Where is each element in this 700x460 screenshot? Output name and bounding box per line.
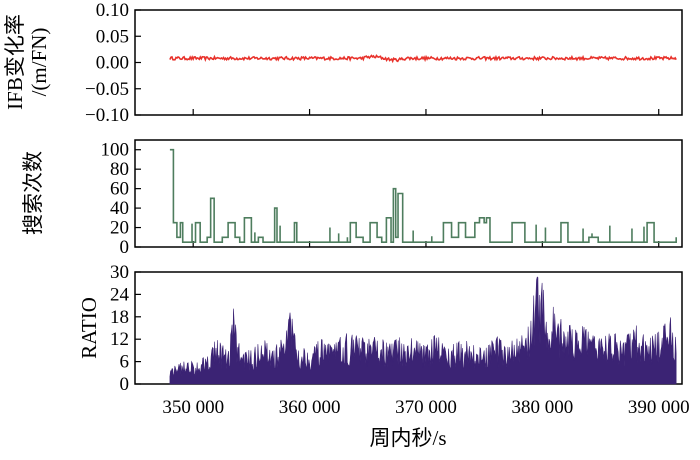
- y-tick-label: 0.10: [96, 0, 129, 21]
- search-series-line: [169, 148, 677, 243]
- x-tick-label: 390 000: [628, 397, 690, 418]
- y-tick-label: 0.05: [96, 26, 129, 47]
- y-tick-label: 24: [110, 284, 130, 305]
- panel-ifb-xticks: [192, 109, 660, 115]
- x-tick-label: 350 000: [162, 397, 224, 418]
- panel-ifb-ylabel-line2: /(m/FN): [27, 28, 51, 97]
- y-tick-label: −0.05: [85, 79, 129, 100]
- panel-search-ylabel: 搜索次数: [21, 151, 45, 235]
- ratio-series-area: [169, 276, 677, 385]
- y-tick-label: 40: [110, 198, 129, 219]
- ifb-series-line: [169, 54, 677, 64]
- y-tick-label: 6: [120, 352, 130, 373]
- x-tick-label: 360 000: [279, 397, 341, 418]
- y-tick-label: 0: [120, 374, 130, 395]
- y-tick-label: 18: [110, 307, 129, 328]
- x-tick-label: 380 000: [511, 397, 573, 418]
- panel-ratio-xtick-labels: 350 000 360 000 370 000 380 000 390 000: [162, 397, 689, 418]
- y-tick-label: 80: [110, 159, 129, 180]
- panel-ifb-rate: −0.10 −0.05 0.00 0.05 0.10 IFB变化率 /(m/FN): [3, 0, 683, 126]
- y-tick-label: 0: [120, 237, 130, 258]
- y-tick-label: 30: [110, 262, 129, 283]
- panel-ifb-ylabel-line1: IFB变化率: [3, 14, 27, 110]
- y-tick-label: −0.10: [85, 105, 129, 126]
- panel-ifb-yticks: −0.10 −0.05 0.00 0.05 0.10: [85, 0, 141, 126]
- panel-ifb-frame: [134, 9, 683, 116]
- y-tick-label: 60: [110, 179, 129, 200]
- panel-search-frame: [134, 139, 683, 248]
- y-tick-label: 12: [110, 329, 129, 350]
- x-axis-title: 周内秒/s: [369, 426, 446, 450]
- y-tick-label: 100: [101, 140, 130, 161]
- y-tick-label: 20: [110, 218, 129, 239]
- x-tick-label: 370 000: [395, 397, 457, 418]
- y-tick-label: 0.00: [96, 53, 129, 74]
- panel-ratio-ylabel: RATIO: [77, 297, 101, 359]
